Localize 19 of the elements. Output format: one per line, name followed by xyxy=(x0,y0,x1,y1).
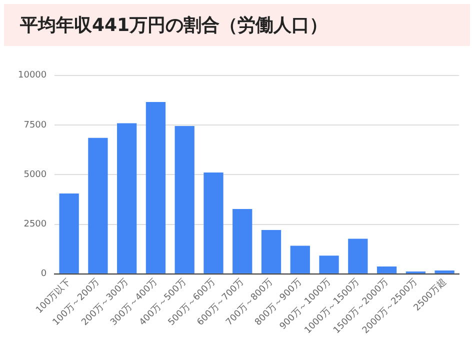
bar xyxy=(290,246,310,274)
bar xyxy=(117,123,137,274)
bar xyxy=(348,238,368,274)
y-tick-label: 10000 xyxy=(18,70,47,81)
bar xyxy=(376,266,397,274)
bar xyxy=(434,270,454,274)
bar xyxy=(319,256,339,274)
chart-title: 平均年収441万円の割合（労働人口） xyxy=(4,4,470,46)
bar xyxy=(232,208,252,274)
bar xyxy=(261,230,282,274)
y-tick-label: 2500 xyxy=(24,220,47,230)
bar xyxy=(88,138,108,274)
y-tick-label: 5000 xyxy=(24,170,47,180)
bar xyxy=(59,193,79,274)
bar xyxy=(204,172,224,274)
bar xyxy=(146,102,166,274)
y-tick-label: 7500 xyxy=(24,120,47,130)
y-tick-label: 0 xyxy=(40,269,47,280)
bar xyxy=(174,126,194,274)
